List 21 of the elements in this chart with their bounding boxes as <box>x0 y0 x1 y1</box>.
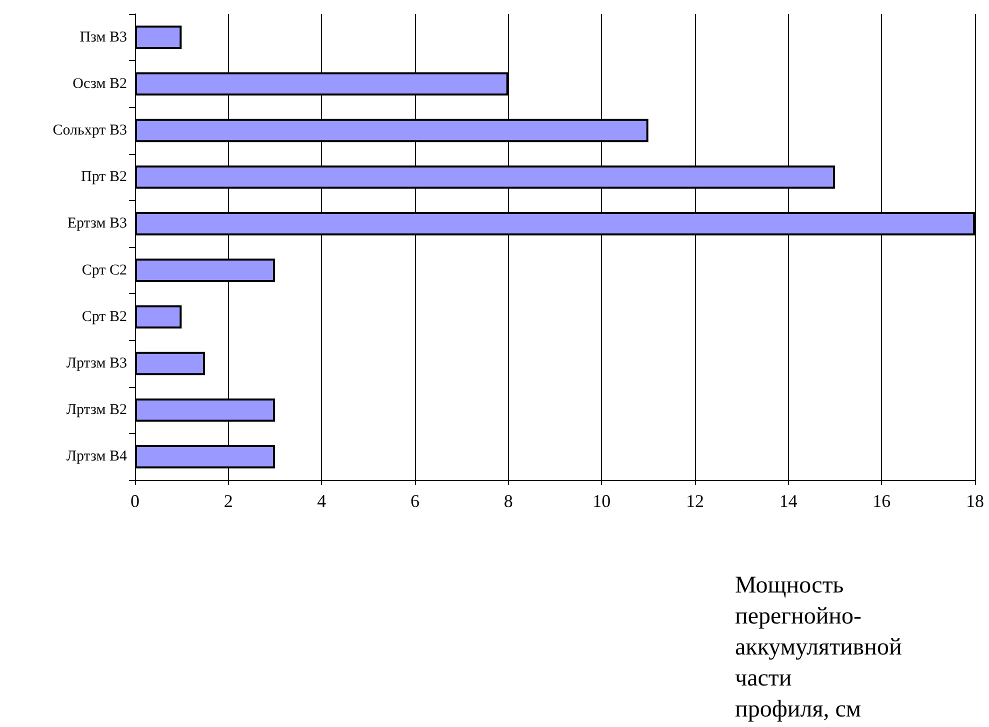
y-tick-label: Пзм В3 <box>80 29 127 46</box>
y-tick-label: Срт С2 <box>82 262 127 278</box>
x-tick-label: 18 <box>966 491 984 511</box>
y-tick-label: Лртзм В3 <box>66 356 127 372</box>
y-tick-label: Срт В2 <box>82 308 127 325</box>
y-tick-label: Лртзм В4 <box>66 448 128 465</box>
y-tick-label: Прт В2 <box>81 169 127 186</box>
y-tick-label: Лртзм В2 <box>66 402 127 418</box>
x-axis-title: Мощность перегнойно-аккумулятивной части профиля, см <box>735 572 902 722</box>
y-tick-label: Сольхрт В3 <box>52 122 127 138</box>
x-tick-label: 0 <box>130 491 140 511</box>
x-tick-label: 4 <box>317 491 326 511</box>
y-tick-label: Осзм В2 <box>72 76 127 92</box>
x-tick-label: 14 <box>779 491 798 511</box>
x-tick-label: 8 <box>504 491 513 511</box>
y-tick-label: Ертзм В3 <box>67 216 127 232</box>
x-tick-label: 12 <box>686 491 704 511</box>
x-tick-label: 2 <box>224 491 233 511</box>
x-tick-label: 10 <box>592 491 611 511</box>
x-tick-label: 6 <box>410 491 420 511</box>
x-tick-label: 16 <box>872 491 891 511</box>
